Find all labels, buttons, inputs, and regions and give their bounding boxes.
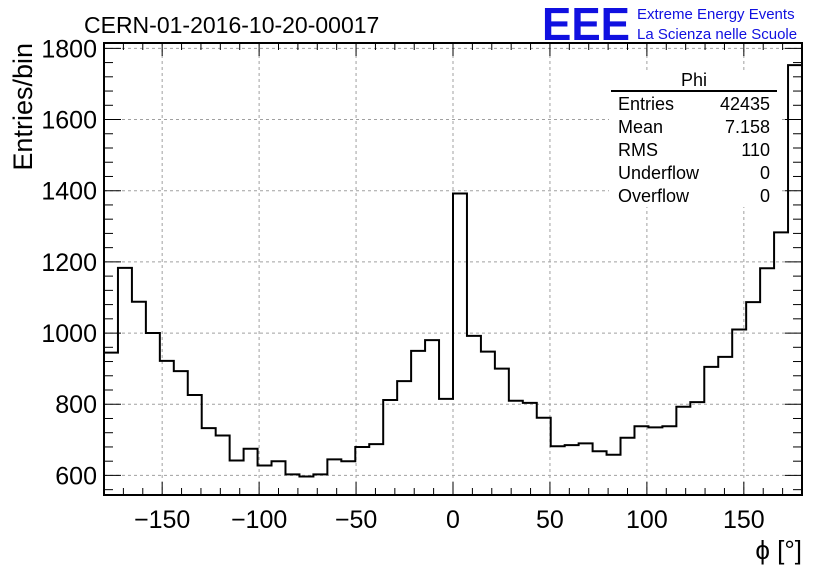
stats-label: Entries xyxy=(618,94,674,114)
x-tick-label: −50 xyxy=(335,506,377,534)
stats-label: RMS xyxy=(618,140,658,160)
stats-box-background xyxy=(609,71,779,207)
y-tick-label: 1800 xyxy=(41,35,97,63)
y-axis-label: Entries/bin xyxy=(8,43,38,171)
y-tick-label: 600 xyxy=(55,462,97,490)
x-tick-label: −150 xyxy=(134,506,190,534)
x-tick-label: −100 xyxy=(231,506,287,534)
eee-logo: EEE Extreme Energy Events La Scienza nel… xyxy=(542,0,797,50)
eee-logo-line2: La Scienza nelle Scuole xyxy=(637,26,797,43)
eee-logo-mark: EEE xyxy=(542,0,630,50)
eee-logo-line1: Extreme Energy Events xyxy=(637,6,795,23)
y-tick-label: 1600 xyxy=(41,107,97,135)
stats-value: 0 xyxy=(760,163,770,183)
stats-box-title: Phi xyxy=(681,70,707,90)
stats-value: 110 xyxy=(741,140,770,160)
stats-label: Underflow xyxy=(618,163,700,183)
y-tick-label: 1000 xyxy=(41,320,97,348)
x-tick-label: 150 xyxy=(723,506,765,534)
stats-value: 7.158 xyxy=(725,117,770,137)
histogram-outline xyxy=(104,64,802,478)
chart-title: CERN-01-2016-10-20-00017 xyxy=(84,12,379,38)
stats-label: Mean xyxy=(618,117,663,137)
stats-value: 42435 xyxy=(720,94,770,114)
axis-tick-labels: −150 −100 −50 0 50 100 150 600 800 1000 1200 1400 16… xyxy=(41,35,764,534)
y-tick-label: 1400 xyxy=(41,178,97,206)
x-tick-label: 0 xyxy=(446,506,460,534)
y-tick-label: 1200 xyxy=(41,249,97,277)
stats-value: 0 xyxy=(760,186,770,206)
axis-ticks xyxy=(103,43,803,495)
stats-label: Overflow xyxy=(618,186,690,206)
x-tick-label: 50 xyxy=(536,506,564,534)
x-axis-label: ϕ [°] xyxy=(755,535,802,565)
stats-box: Phi Entries 42435 Mean 7.158 RMS 110 Underflow… xyxy=(609,70,779,207)
x-tick-label: 100 xyxy=(626,506,668,534)
y-tick-label: 800 xyxy=(55,391,97,419)
